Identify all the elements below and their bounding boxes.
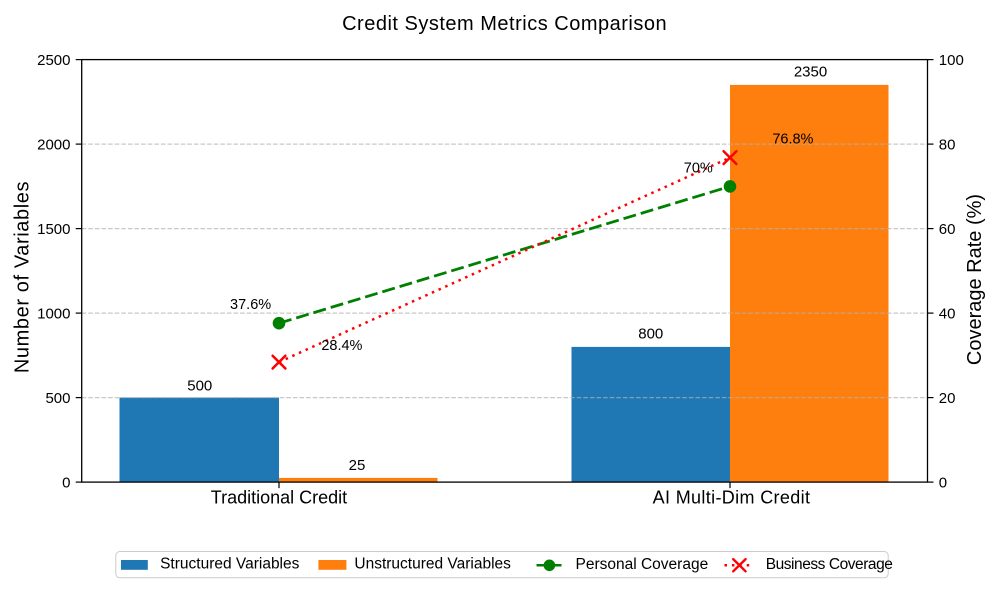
svg-text:Credit System Metrics Comparis: Credit System Metrics Comparison bbox=[342, 13, 667, 35]
svg-text:100: 100 bbox=[939, 52, 964, 69]
svg-text:2000: 2000 bbox=[37, 136, 70, 153]
svg-text:0: 0 bbox=[62, 474, 70, 491]
svg-text:500: 500 bbox=[45, 390, 70, 407]
svg-text:Structured Variables: Structured Variables bbox=[160, 556, 300, 573]
svg-text:28.4%: 28.4% bbox=[321, 338, 362, 354]
svg-text:70%: 70% bbox=[684, 161, 713, 177]
svg-text:80: 80 bbox=[939, 136, 956, 153]
svg-text:Traditional Credit: Traditional Credit bbox=[211, 488, 347, 508]
svg-text:Coverage Rate (%): Coverage Rate (%) bbox=[964, 194, 986, 365]
svg-text:25: 25 bbox=[349, 457, 366, 474]
svg-text:Personal Coverage: Personal Coverage bbox=[576, 556, 709, 573]
svg-text:800: 800 bbox=[638, 325, 663, 342]
svg-text:1000: 1000 bbox=[37, 305, 70, 322]
svg-text:76.8%: 76.8% bbox=[772, 132, 813, 148]
svg-text:2500: 2500 bbox=[37, 52, 70, 69]
svg-text:500: 500 bbox=[187, 377, 212, 394]
svg-text:20: 20 bbox=[939, 390, 956, 407]
svg-text:37.6%: 37.6% bbox=[230, 297, 271, 313]
svg-text:0: 0 bbox=[939, 474, 947, 491]
svg-text:Number of Variables: Number of Variables bbox=[11, 181, 33, 373]
svg-text:2350: 2350 bbox=[794, 64, 827, 81]
svg-text:AI Multi-Dim Credit: AI Multi-Dim Credit bbox=[653, 488, 811, 508]
svg-text:Business Coverage: Business Coverage bbox=[766, 556, 893, 573]
svg-text:40: 40 bbox=[939, 305, 956, 322]
svg-text:60: 60 bbox=[939, 221, 956, 238]
svg-text:Unstructured Variables: Unstructured Variables bbox=[354, 556, 511, 573]
svg-text:1500: 1500 bbox=[37, 221, 70, 238]
